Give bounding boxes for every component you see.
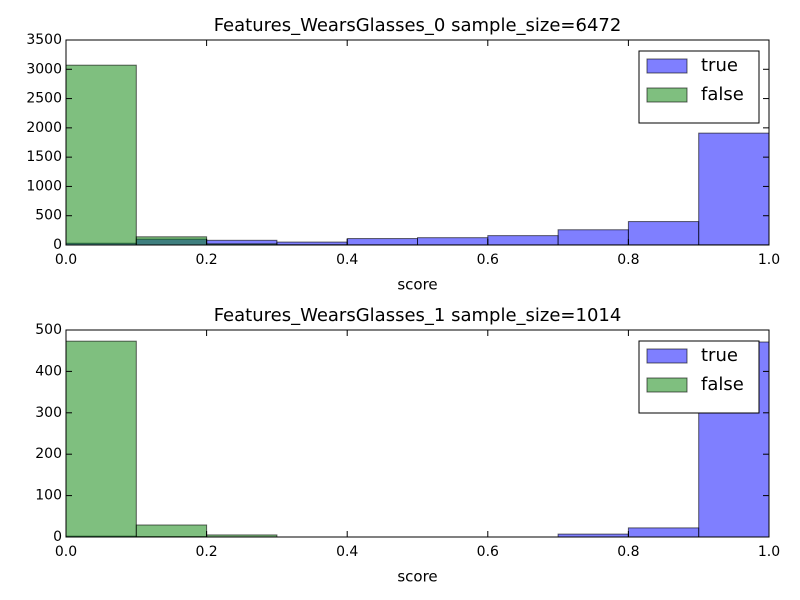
x-tick-label: 0.4 [336, 252, 358, 268]
y-tick-label: 3000 [26, 61, 62, 77]
x-tick-label: 0.2 [195, 252, 217, 268]
histogram-bar [627, 527, 700, 538]
histogram-bar [65, 340, 137, 538]
y-tick-label: 0 [53, 237, 62, 253]
histogram-bar [627, 221, 700, 246]
x-tick-label: 1.0 [758, 252, 780, 268]
x-axis-label: score [397, 276, 437, 294]
y-tick-label: 3500 [26, 32, 62, 48]
histogram-bar [557, 229, 629, 246]
y-tick-label: 400 [35, 363, 62, 379]
y-tick-label: 2500 [26, 91, 62, 107]
legend-label: true [701, 345, 738, 366]
histogram-bar [135, 236, 208, 246]
y-tick-label: 200 [35, 446, 62, 462]
y-tick-label: 2000 [26, 120, 62, 136]
histogram-bar [135, 524, 208, 538]
x-tick-label: 0.6 [477, 544, 499, 560]
legend-label: true [701, 55, 738, 76]
axes-frame [65, 39, 770, 246]
y-tick-label: 1000 [26, 178, 62, 194]
chart-title: Features_WearsGlasses_1 sample_size=1014 [214, 305, 622, 326]
y-tick-label: 100 [35, 488, 62, 504]
histogram-bar [65, 64, 137, 246]
x-tick-label: 1.0 [758, 544, 780, 560]
y-tick-label: 1500 [26, 149, 62, 165]
legend-swatch [646, 58, 688, 74]
x-tick-label: 0.2 [195, 544, 217, 560]
x-tick-label: 0.0 [55, 544, 77, 560]
x-tick-label: 0.4 [336, 544, 358, 560]
legend-swatch [646, 348, 688, 364]
axes-frame [65, 329, 770, 538]
legend-swatch [646, 377, 688, 393]
y-tick-label: 300 [35, 405, 62, 421]
chart-title: Features_WearsGlasses_0 sample_size=6472 [214, 15, 622, 36]
x-tick-label: 0.6 [477, 252, 499, 268]
histogram-bar [698, 132, 770, 246]
y-tick-label: 500 [35, 322, 62, 338]
y-tick-label: 500 [35, 208, 62, 224]
x-tick-label: 0.8 [617, 252, 639, 268]
histogram-bar [417, 237, 489, 246]
x-tick-label: 0.0 [55, 252, 77, 268]
histogram-bar [346, 238, 419, 246]
legend-label: false [701, 374, 744, 395]
legend-swatch [646, 87, 688, 103]
x-axis-label: score [397, 568, 437, 586]
legend-label: false [701, 84, 744, 105]
x-tick-label: 0.8 [617, 544, 639, 560]
histogram-bar [487, 235, 559, 246]
y-tick-label: 0 [53, 529, 62, 545]
